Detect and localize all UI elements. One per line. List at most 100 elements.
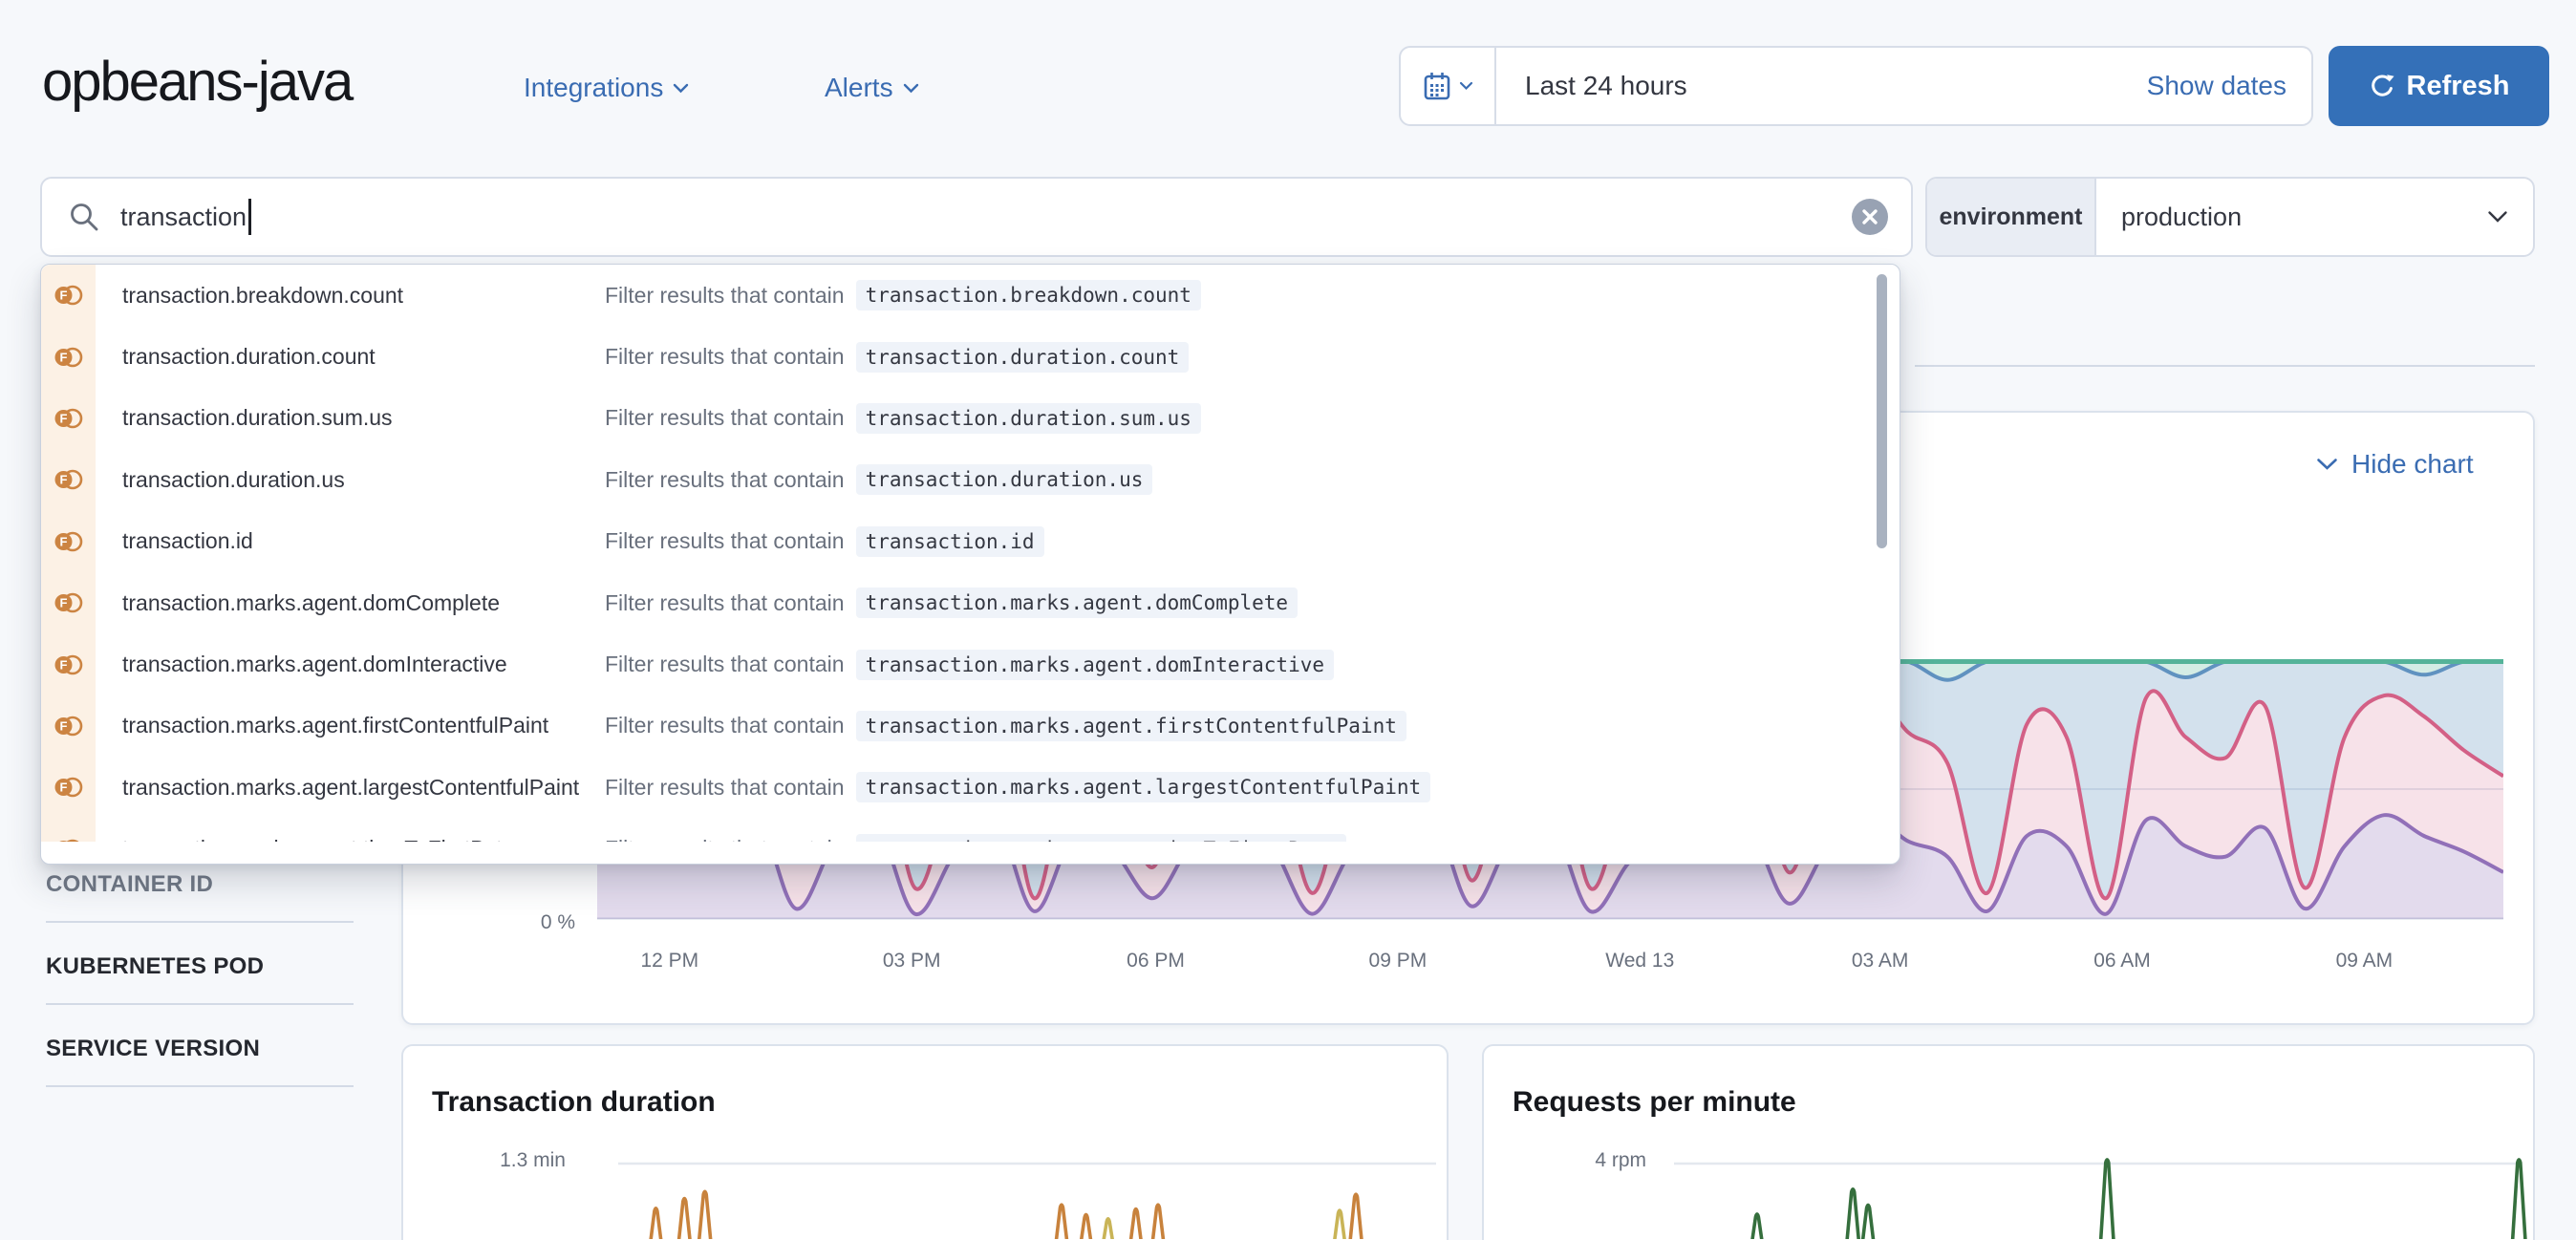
suggestion-field-name: transaction.marks.agent.domInteractive bbox=[122, 652, 507, 677]
x-axis-tick-labels: 12 PM 03 PM 06 PM 09 PM Wed 13 03 AM 06 AM 09 A… bbox=[597, 950, 2503, 978]
panel-title: Transaction duration bbox=[432, 1086, 716, 1118]
suggestion-field-name: transaction.duration.sum.us bbox=[122, 405, 393, 431]
alerts-label: Alerts bbox=[825, 73, 893, 102]
field-token-icon: F bbox=[41, 653, 96, 676]
suggestion-row[interactable]: F transaction.id Filter results that con… bbox=[41, 511, 1900, 572]
chevron-down-icon bbox=[2488, 211, 2507, 223]
divider bbox=[46, 1003, 354, 1005]
suggestion-hint-text: Filter results that contain bbox=[605, 466, 845, 492]
refresh-button[interactable]: Refresh bbox=[2329, 46, 2549, 126]
transaction-duration-chart bbox=[618, 1162, 1436, 1239]
alerts-menu-button[interactable]: Alerts bbox=[825, 73, 919, 103]
chevron-down-icon bbox=[2317, 459, 2337, 470]
refresh-icon bbox=[2371, 75, 2394, 96]
suggestion-hint-text: Filter results that contain bbox=[605, 589, 845, 615]
sidebar-item-label: SERVICE VERSION bbox=[46, 1036, 261, 1061]
suggestion-description: Filter results that contain transaction.… bbox=[605, 280, 1201, 311]
clear-search-button[interactable] bbox=[1852, 199, 1888, 235]
hide-chart-label: Hide chart bbox=[2351, 449, 2474, 479]
suggestion-hint-text: Filter results that contain bbox=[605, 282, 845, 308]
divider bbox=[46, 1085, 354, 1087]
suggestion-description: Filter results that contain transaction.… bbox=[605, 402, 1201, 434]
suggestion-row[interactable]: F transaction.breakdown.count Filter res… bbox=[41, 265, 1900, 326]
gridline-value-label: 1.3 min bbox=[500, 1149, 566, 1171]
suggestion-hint-text: Filter results that contain bbox=[605, 405, 845, 431]
search-icon bbox=[71, 203, 98, 231]
field-token-icon: F bbox=[41, 407, 96, 430]
chevron-down-icon bbox=[674, 83, 689, 93]
requests-per-minute-panel: Requests per minute 4 rpm bbox=[1482, 1044, 2535, 1240]
suggestion-description: Filter results that contain transaction.… bbox=[605, 464, 1153, 496]
gridline-value-label: 4 rpm bbox=[1595, 1149, 1646, 1171]
suggestion-field-code: transaction.duration.us bbox=[855, 464, 1153, 496]
sidebar-item-kubernetes-pod[interactable]: KUBERNETES POD bbox=[46, 953, 354, 1005]
search-query-text: transaction bbox=[120, 202, 247, 231]
field-token-icon: F bbox=[41, 468, 96, 491]
suggestion-field-code: transaction.marks.agent.domComplete bbox=[855, 588, 1299, 619]
chevron-down-icon bbox=[1459, 81, 1472, 91]
suggestion-row[interactable]: F transaction.marks.agent.firstContentfu… bbox=[41, 695, 1900, 757]
kql-search-input[interactable]: transaction bbox=[40, 177, 1913, 257]
environment-select[interactable]: environment production bbox=[1925, 177, 2535, 257]
suggestion-row[interactable]: F transaction.marks.agent.domComplete Fi… bbox=[41, 572, 1900, 633]
field-token-icon: F bbox=[41, 776, 96, 799]
svg-text:F: F bbox=[59, 718, 67, 733]
hide-chart-toggle[interactable]: Hide chart bbox=[2316, 449, 2474, 480]
field-token-icon: F bbox=[41, 838, 96, 842]
suggestion-field-code: transaction.id bbox=[855, 525, 1044, 557]
field-token-icon: F bbox=[41, 284, 96, 307]
suggestion-description: Filter results that contain transaction.… bbox=[605, 772, 1431, 803]
suggestion-field-name: transaction.marks.agent.timeToFirstByte bbox=[122, 836, 605, 842]
suggestion-hint-text: Filter results that contain bbox=[605, 344, 845, 370]
suggestion-row[interactable]: F transaction.duration.us Filter results… bbox=[41, 449, 1900, 510]
suggestion-field-name: transaction.id bbox=[122, 528, 253, 554]
suggestion-field-name: transaction.duration.count bbox=[122, 344, 376, 370]
suggestion-description: Filter results that contain transaction.… bbox=[605, 341, 1190, 373]
suggestion-row[interactable]: F transaction.duration.count Filter resu… bbox=[41, 326, 1900, 387]
svg-text:F: F bbox=[59, 473, 67, 487]
x-axis-label: 03 AM bbox=[1851, 950, 1909, 972]
suggestion-row[interactable]: F transaction.duration.sum.us Filter res… bbox=[41, 388, 1900, 449]
scrollbar-thumb[interactable] bbox=[1877, 274, 1887, 548]
suggestion-row[interactable]: F transaction.marks.agent.timeToFirstByt… bbox=[41, 819, 1900, 842]
sidebar-item-service-version[interactable]: SERVICE VERSION bbox=[46, 1036, 354, 1087]
suggestion-field-code: transaction.duration.sum.us bbox=[855, 402, 1201, 434]
calendar-icon bbox=[1424, 73, 1449, 100]
suggestion-field-name: transaction.marks.agent.largestContentfu… bbox=[122, 774, 580, 800]
integrations-menu-button[interactable]: Integrations bbox=[524, 73, 689, 103]
super-date-picker: Last 24 hours Show dates bbox=[1399, 46, 2313, 126]
x-axis-label: 03 PM bbox=[882, 950, 941, 972]
svg-text:F: F bbox=[59, 350, 67, 364]
suggestion-field-code: transaction.marks.agent.timeToFirstByte bbox=[855, 833, 1346, 842]
suggestion-field-code: transaction.marks.agent.largestContentfu… bbox=[855, 772, 1431, 803]
environment-select-value: production bbox=[2121, 202, 2243, 231]
suggestion-row[interactable]: F transaction.marks.agent.domInteractive… bbox=[41, 633, 1900, 695]
svg-text:F: F bbox=[59, 657, 67, 672]
suggestion-description: Filter results that contain transaction.… bbox=[605, 588, 1299, 619]
svg-text:F: F bbox=[59, 780, 67, 795]
panel-title: Requests per minute bbox=[1513, 1086, 1796, 1118]
suggestion-hint-text: Filter results that contain bbox=[605, 774, 845, 800]
integrations-label: Integrations bbox=[524, 73, 664, 102]
suggestion-field-code: transaction.duration.count bbox=[855, 341, 1190, 373]
requests-per-minute-chart bbox=[1674, 1158, 2527, 1239]
suggestion-field-code: transaction.breakdown.count bbox=[855, 280, 1201, 311]
date-range-value[interactable]: Last 24 hours bbox=[1525, 71, 1687, 100]
suggestion-description: Filter results that contain transaction.… bbox=[605, 525, 1044, 557]
kql-suggestions-popover: F transaction.breakdown.count Filter res… bbox=[40, 264, 1900, 865]
tab-bar-divider bbox=[1915, 365, 2535, 367]
field-token-icon: F bbox=[41, 715, 96, 738]
sidebar-item-label: KUBERNETES POD bbox=[46, 953, 265, 979]
suggestion-hint-text: Filter results that contain bbox=[605, 652, 845, 677]
suggestion-field-name: transaction.marks.agent.firstContentfulP… bbox=[122, 713, 549, 738]
svg-text:F: F bbox=[59, 596, 67, 610]
close-icon bbox=[1862, 209, 1878, 224]
sidebar-item-container-id[interactable]: CONTAINER ID bbox=[46, 871, 354, 923]
date-quick-select-button[interactable] bbox=[1401, 48, 1496, 124]
x-axis-label: 06 PM bbox=[1127, 950, 1185, 972]
sidebar-item-label: CONTAINER ID bbox=[46, 871, 214, 897]
suggestion-row[interactable]: F transaction.marks.agent.largestContent… bbox=[41, 757, 1900, 818]
field-token-icon: F bbox=[41, 591, 96, 614]
show-dates-link[interactable]: Show dates bbox=[2146, 71, 2286, 100]
